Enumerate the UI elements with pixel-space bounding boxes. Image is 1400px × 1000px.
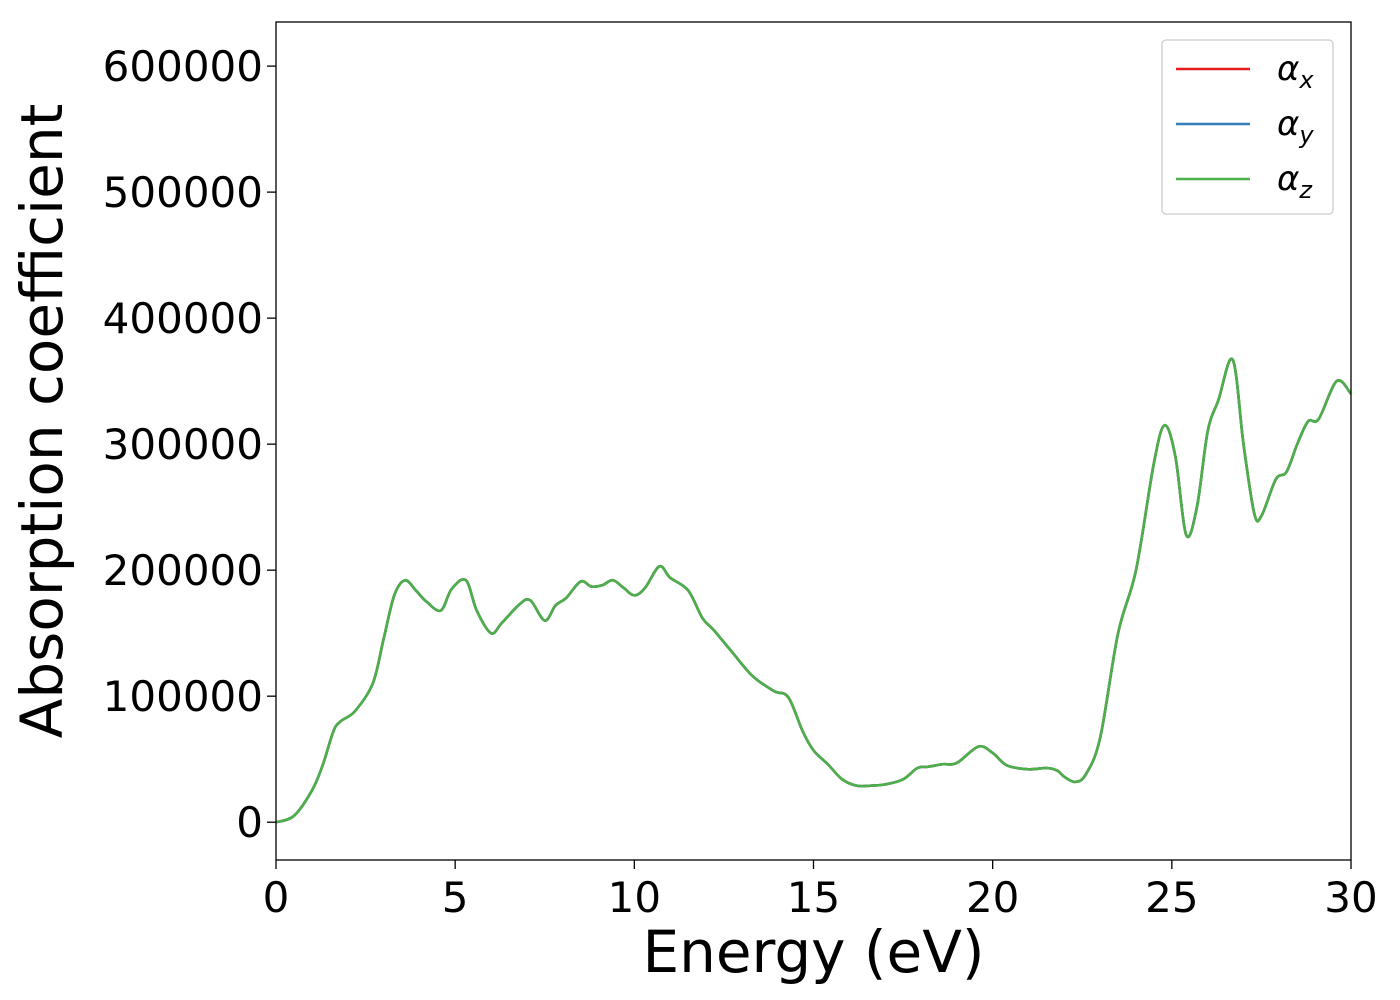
series-line-alpha-y	[275, 357, 1352, 824]
y-tick-label: 400000	[103, 294, 263, 343]
x-tick-label: 20	[966, 873, 1019, 922]
x-tick-label: 25	[1145, 873, 1198, 922]
y-axis: 0 100000 200000 300000 400000 500000 600000	[103, 42, 276, 847]
legend: αx αy αz	[1161, 39, 1334, 215]
x-tick-label: 5	[442, 873, 469, 922]
x-tick-label: 15	[787, 873, 840, 922]
x-tick-label: 10	[608, 873, 661, 922]
y-tick-label: 300000	[103, 420, 263, 469]
y-tick-label: 200000	[103, 546, 263, 595]
x-tick-label: 30	[1324, 873, 1377, 922]
series-line-alpha-x	[275, 357, 1352, 824]
y-tick-label: 0	[236, 798, 263, 847]
series-layer	[275, 357, 1352, 824]
x-tick-label: 0	[263, 873, 290, 922]
x-axis-label: Energy (eV)	[642, 918, 984, 986]
y-tick-label: 100000	[103, 672, 263, 721]
legend-box	[1161, 39, 1334, 215]
series-line-alpha-z	[275, 357, 1352, 824]
legend-label-x: αx	[1277, 49, 1314, 94]
legend-label-z: αz	[1277, 159, 1313, 204]
y-tick-label: 600000	[103, 42, 263, 91]
y-tick-label: 500000	[103, 168, 263, 217]
legend-label-y: αy	[1277, 104, 1314, 149]
x-axis: 0 5 10 15 20 25 30	[263, 860, 1378, 922]
y-axis-label: Absorption coefficient	[8, 104, 76, 739]
